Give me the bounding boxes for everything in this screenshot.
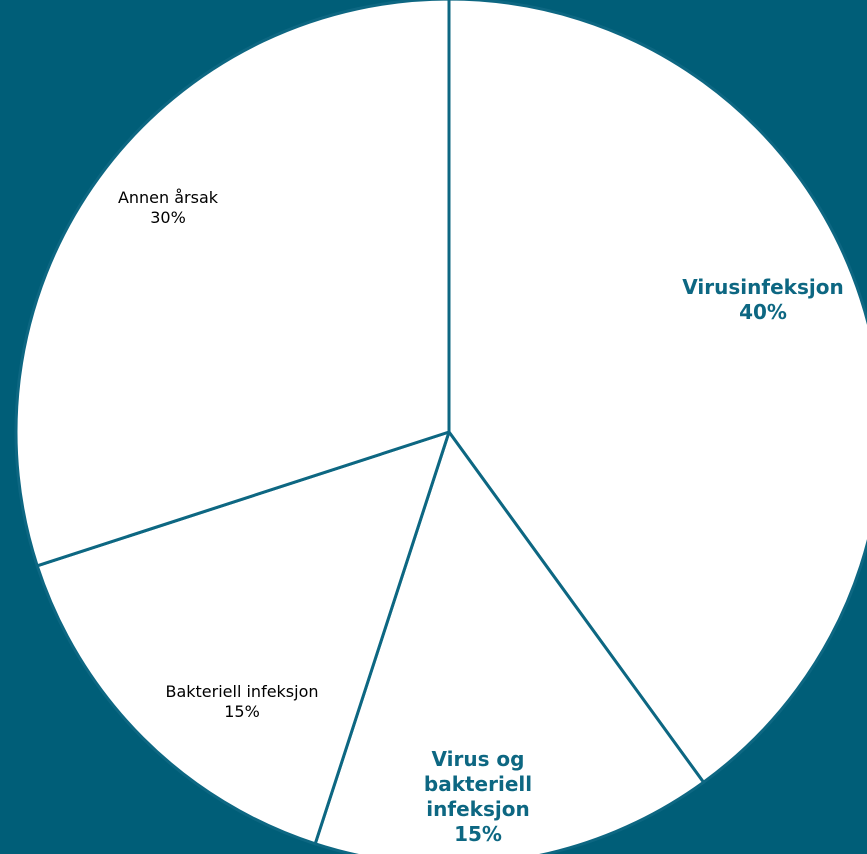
value-label: 15% [224, 702, 260, 721]
slice-label: Virusinfeksjon 40% [663, 275, 863, 325]
slice-label: Virus og bakteriell infeksjon 15% [393, 747, 563, 847]
category-label: Annen årsak [117, 188, 219, 207]
category-label: Bakteriell infeksjon [165, 682, 319, 701]
category-label: Virus og bakteriell infeksjon [423, 747, 533, 821]
slice-label: Annen årsak 30% [88, 188, 248, 228]
pie-slice [313, 430, 706, 854]
pie-slice [14, 0, 451, 568]
category-label: Virusinfeksjon [682, 275, 844, 299]
value-label: 30% [150, 208, 186, 227]
pie-slice [35, 430, 451, 846]
slice-label: Bakteriell infeksjon 15% [132, 682, 352, 722]
pie-slice [447, 0, 867, 784]
value-label: 15% [454, 822, 502, 846]
value-label: 40% [739, 300, 787, 324]
